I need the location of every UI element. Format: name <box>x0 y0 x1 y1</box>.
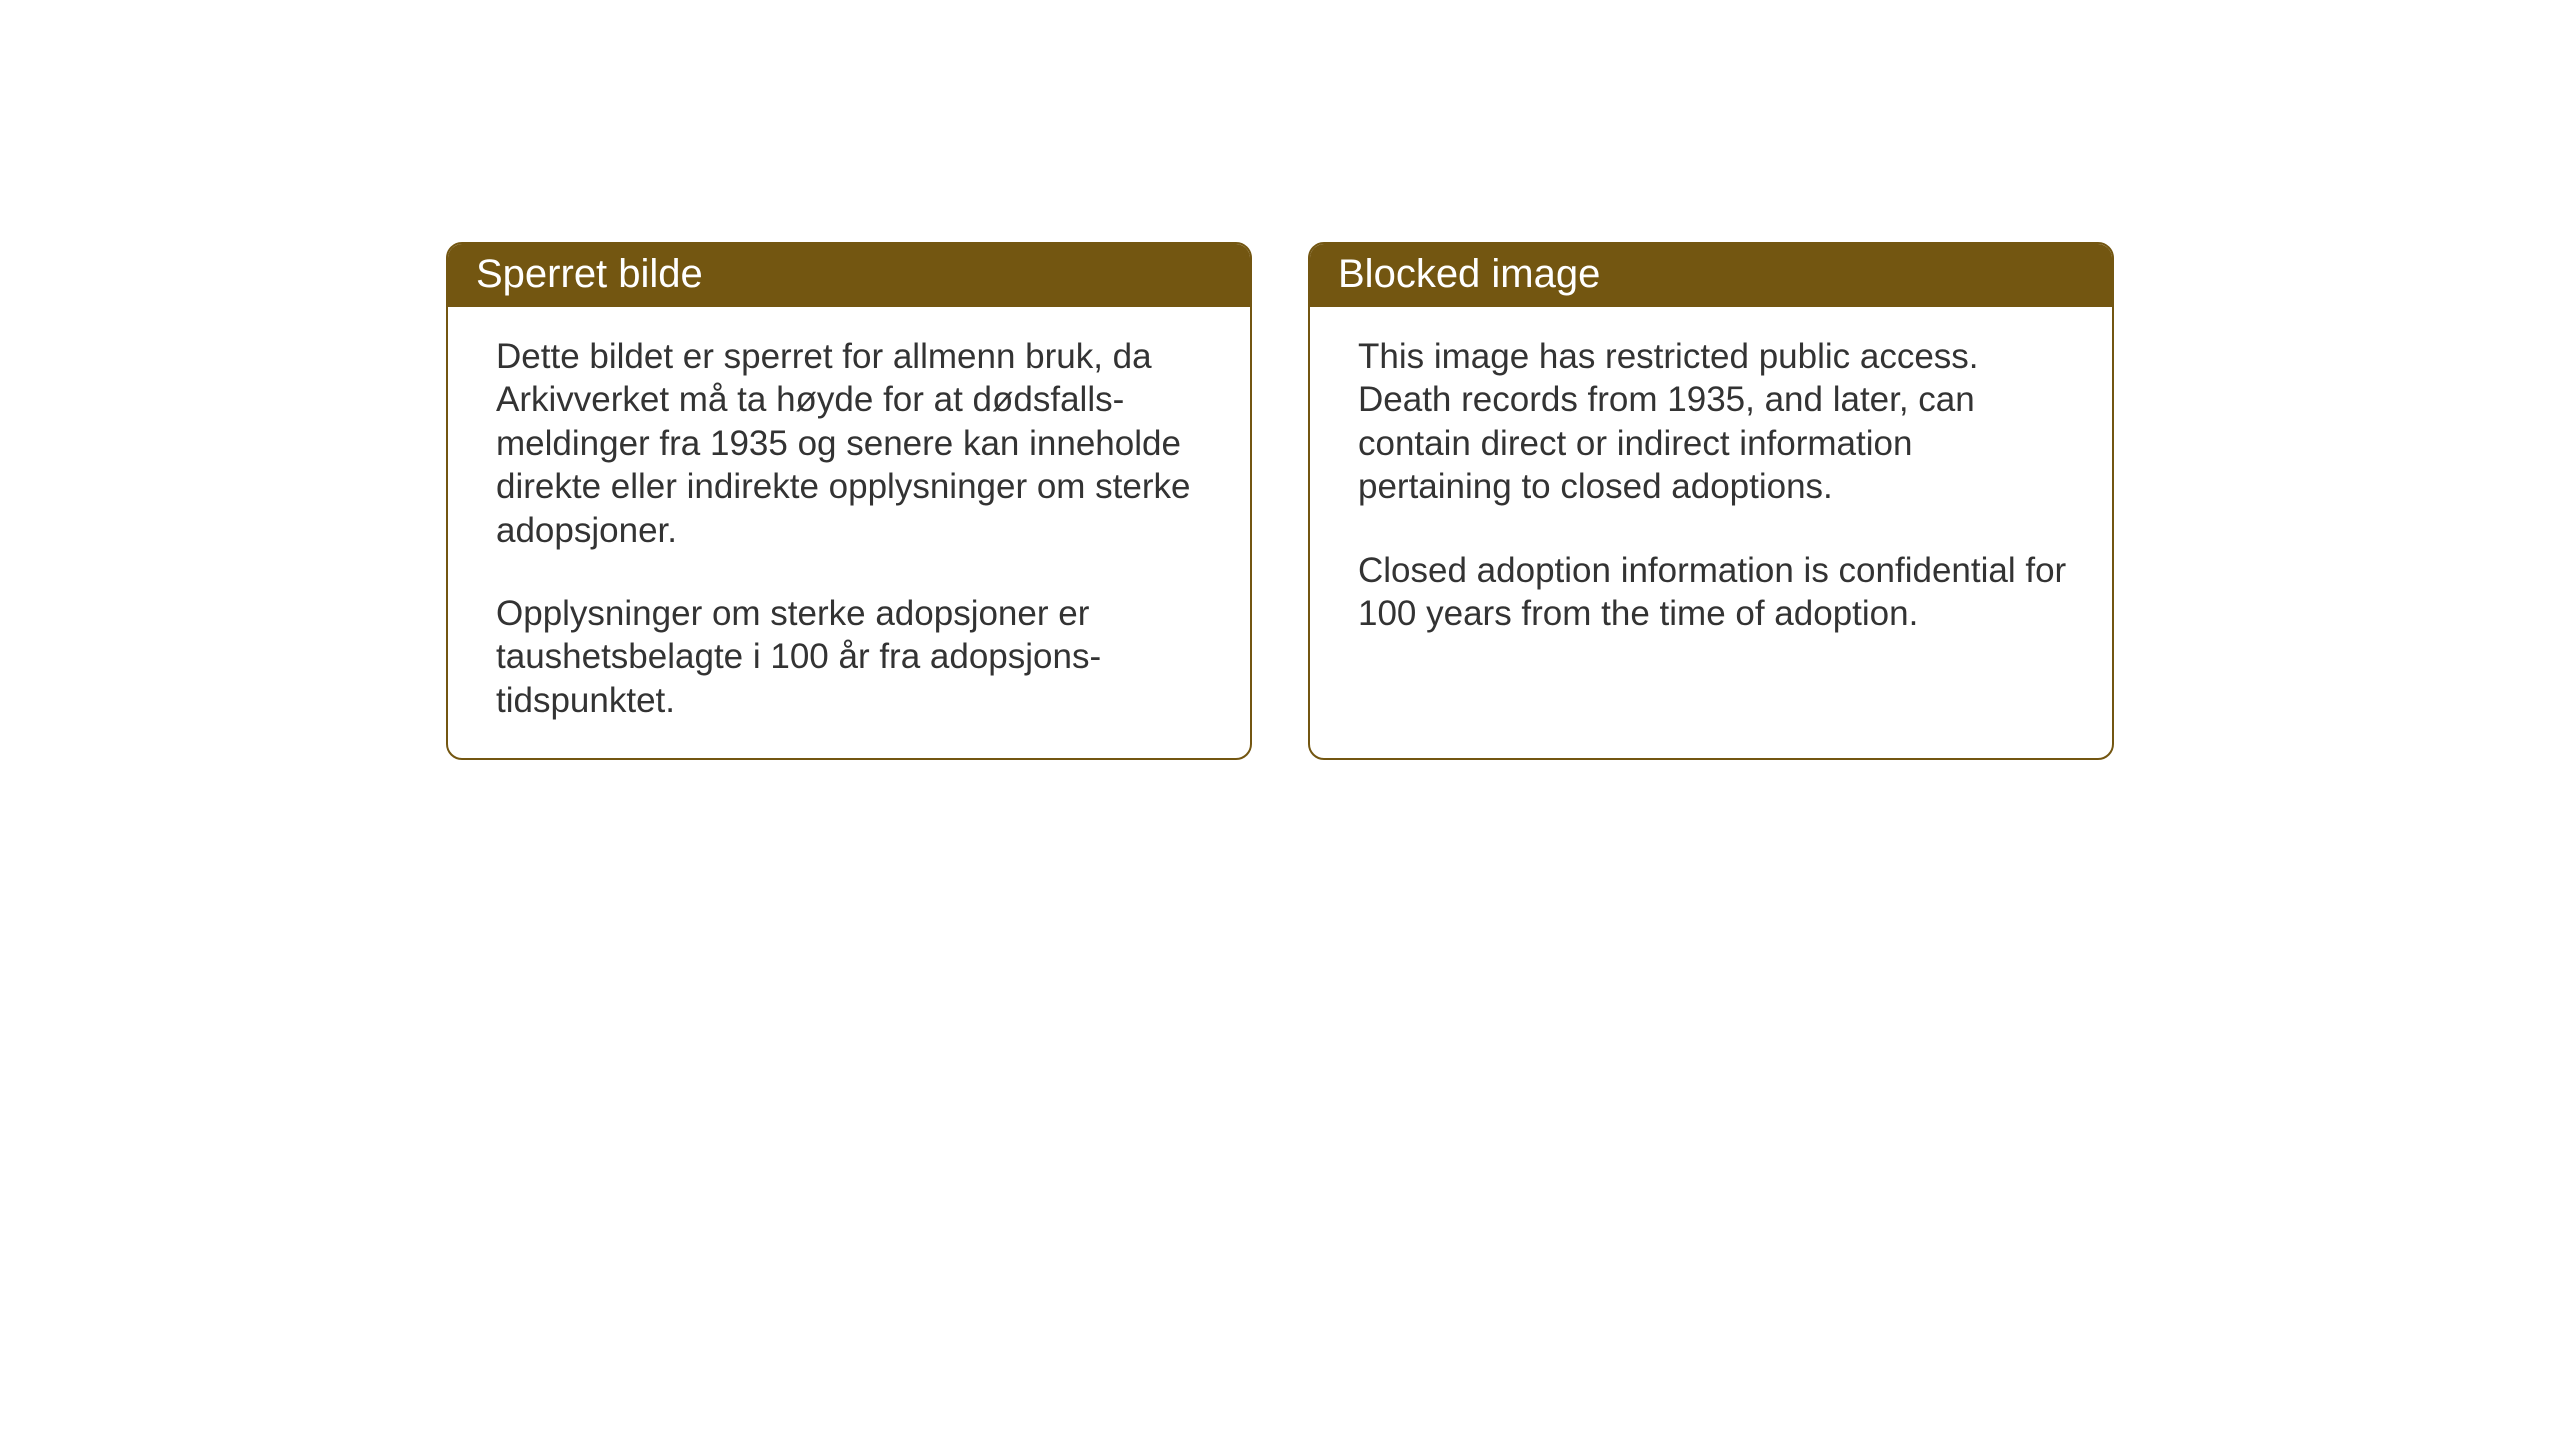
card-paragraph-2-norwegian: Opplysninger om sterke adopsjoner er tau… <box>496 592 1206 722</box>
card-body-english: This image has restricted public access.… <box>1310 307 2112 671</box>
card-header-english: Blocked image <box>1310 244 2112 307</box>
card-title-norwegian: Sperret bilde <box>476 252 703 296</box>
card-paragraph-1-norwegian: Dette bildet er sperret for allmenn bruk… <box>496 335 1206 552</box>
card-header-norwegian: Sperret bilde <box>448 244 1250 307</box>
card-body-norwegian: Dette bildet er sperret for allmenn bruk… <box>448 307 1250 758</box>
notice-container: Sperret bilde Dette bildet er sperret fo… <box>446 242 2114 760</box>
notice-card-english: Blocked image This image has restricted … <box>1308 242 2114 760</box>
card-title-english: Blocked image <box>1338 252 1600 296</box>
card-paragraph-1-english: This image has restricted public access.… <box>1358 335 2068 509</box>
notice-card-norwegian: Sperret bilde Dette bildet er sperret fo… <box>446 242 1252 760</box>
card-paragraph-2-english: Closed adoption information is confident… <box>1358 549 2068 636</box>
